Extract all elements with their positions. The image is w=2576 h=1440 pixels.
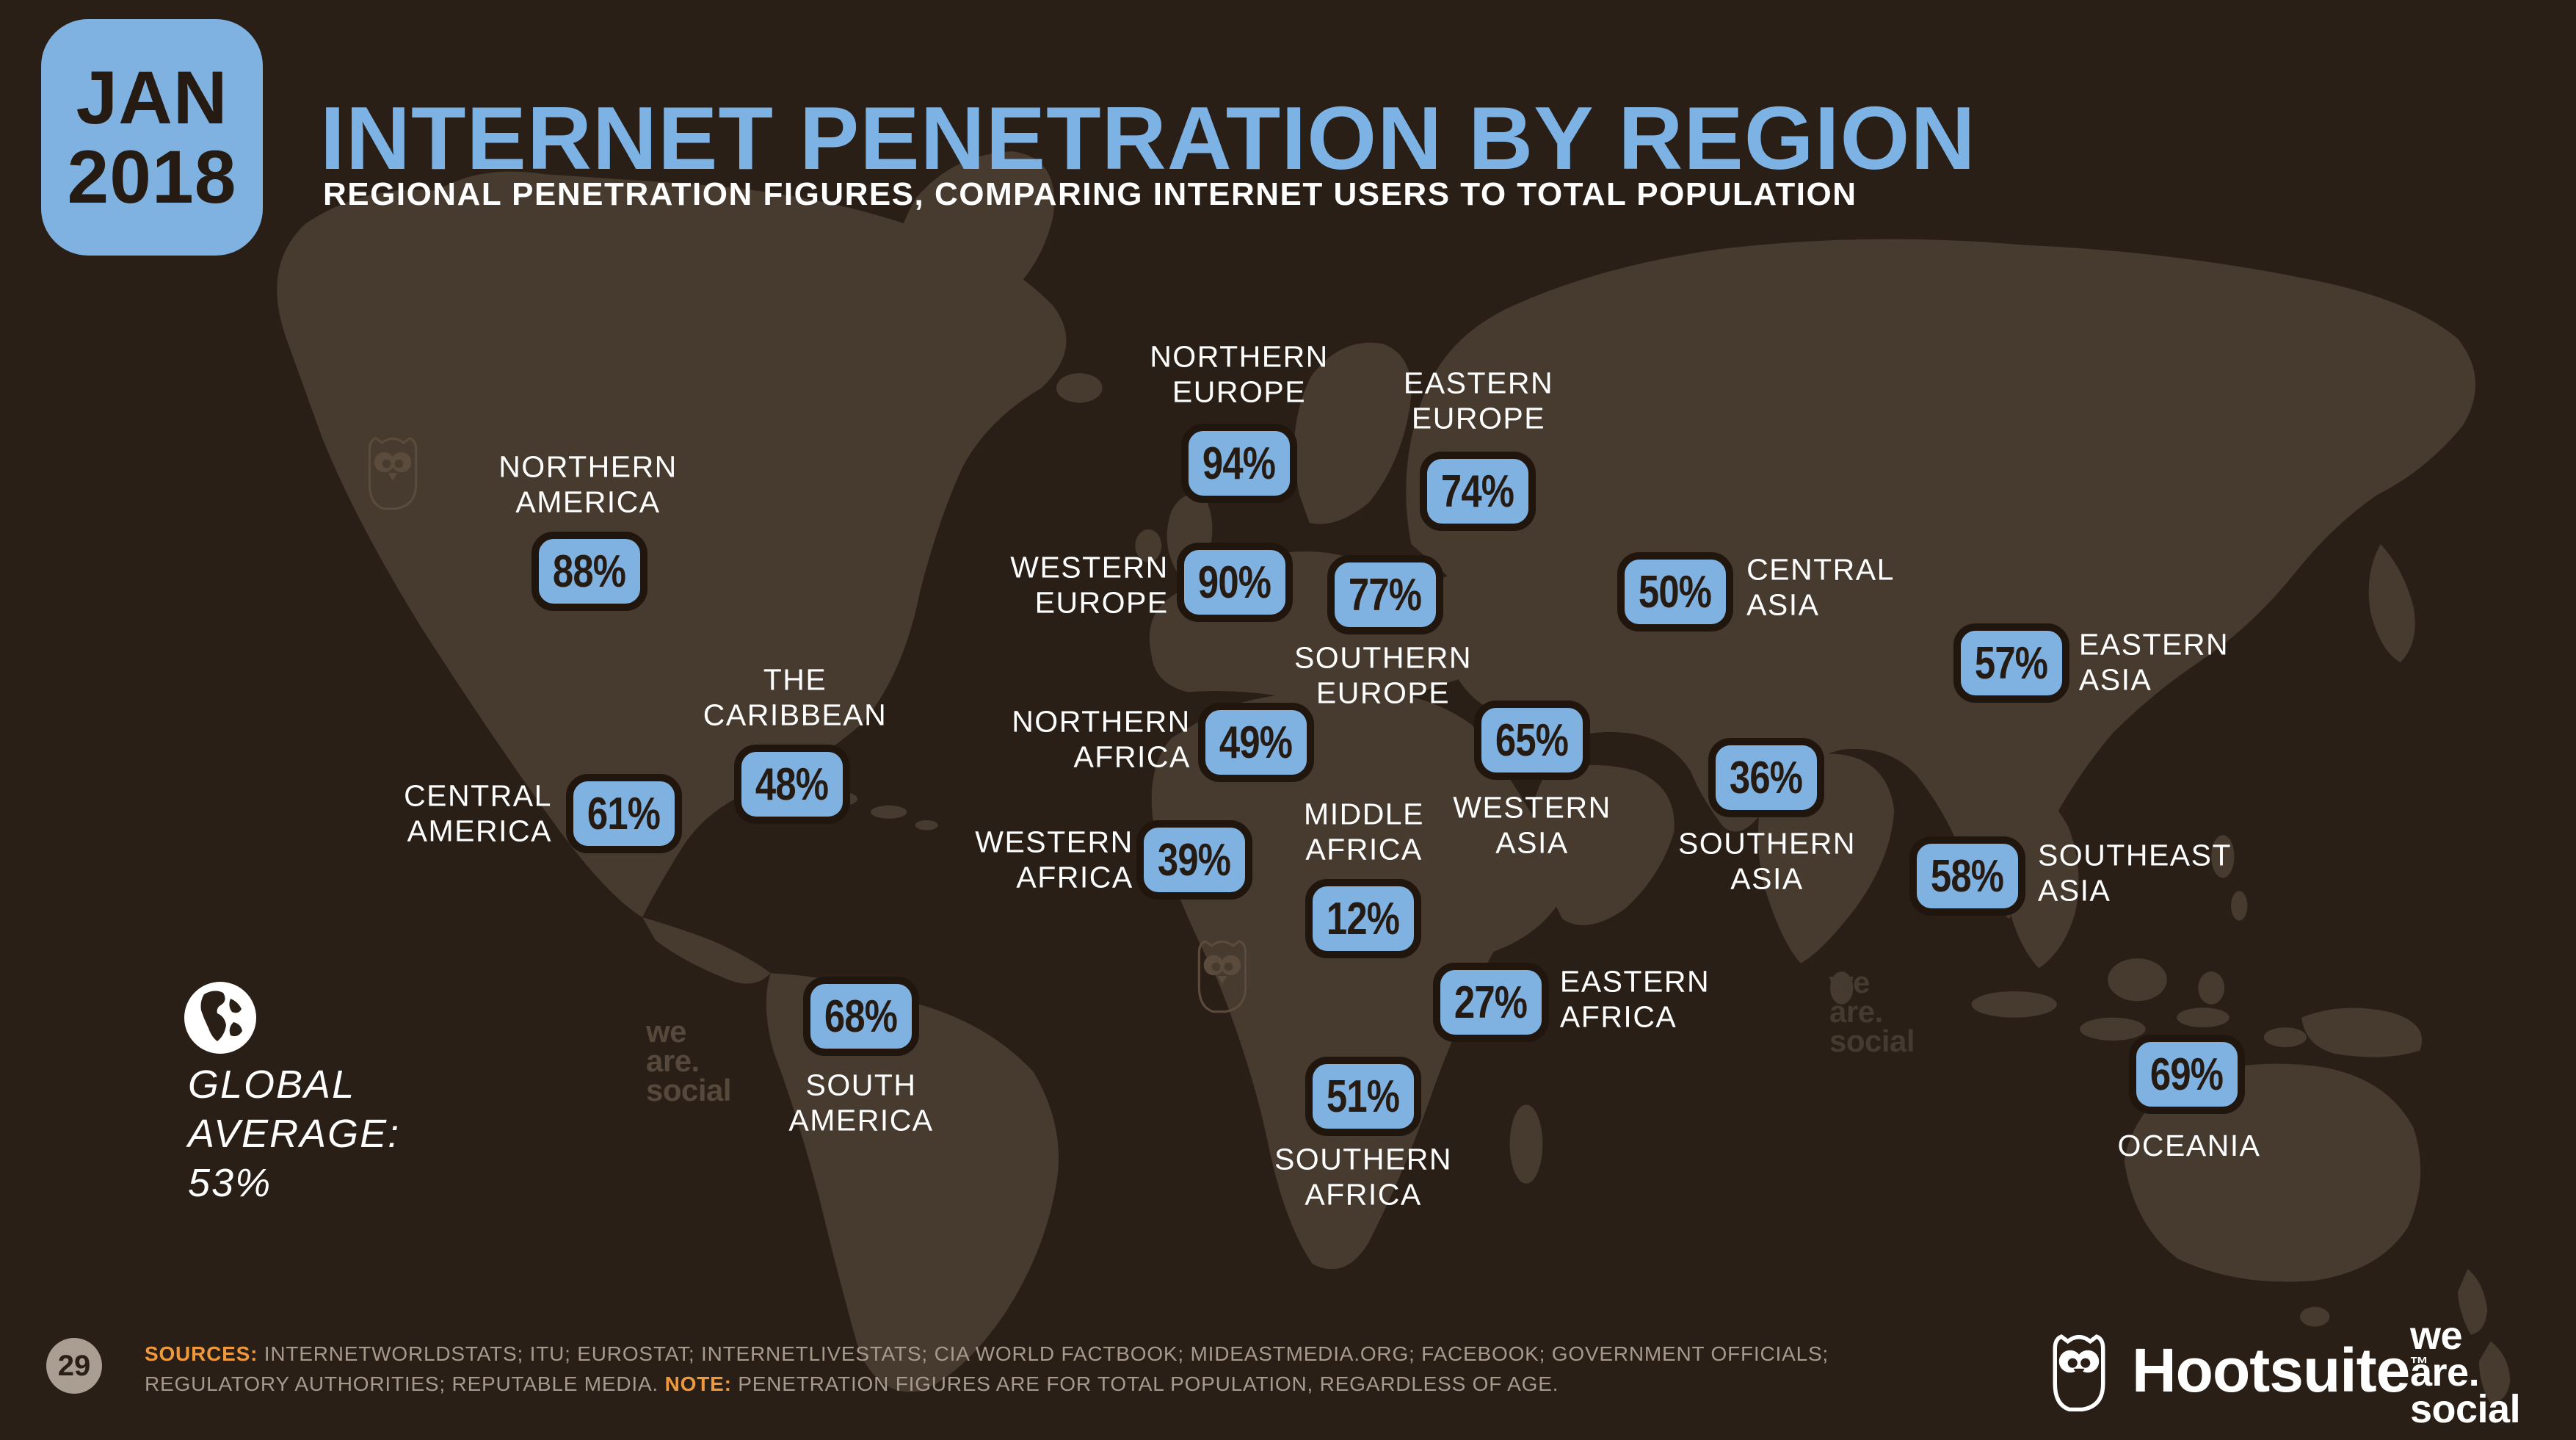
region-value-central-asia: 50%: [1639, 566, 1712, 618]
region-badge-western-asia: 65%: [1474, 701, 1590, 780]
region-badge-northern-america: 88%: [531, 532, 647, 611]
region-value-southern-europe: 77%: [1349, 569, 1422, 620]
sources-note: SOURCES: INTERNETWORLDSTATS; ITU; EUROST…: [145, 1339, 1862, 1399]
region-badge-eastern-asia: 57%: [1953, 623, 2069, 703]
region-badge-oceania: 69%: [2129, 1035, 2245, 1114]
hootsuite-owl-icon: [2053, 1334, 2105, 1412]
region-value-northern-america: 88%: [553, 546, 626, 597]
region-value-western-asia: 65%: [1495, 714, 1569, 766]
region-label-western-asia: WESTERN ASIA: [1453, 790, 1611, 860]
region-badge-southern-europe: 77%: [1327, 555, 1443, 634]
date-badge-month: JAN: [76, 55, 228, 140]
region-label-northern-america: NORTHERN AMERICA: [498, 449, 678, 519]
region-value-middle-africa: 12%: [1327, 893, 1400, 944]
note-text: PENETRATION FIGURES ARE FOR TOTAL POPULA…: [731, 1372, 1559, 1395]
region-label-western-africa: WESTERN AFRICA: [975, 825, 1133, 894]
we-are-social-line: are.: [1829, 994, 1883, 1029]
region-badge-southern-asia: 36%: [1708, 738, 1824, 817]
global-average-line1: GLOBAL: [188, 1063, 356, 1107]
region-label-southern-asia: SOUTHERN ASIA: [1677, 826, 1857, 896]
region-badge-southeast-asia: 58%: [1909, 836, 2025, 916]
region-label-western-europe: WESTERN EUROPE: [1010, 550, 1169, 620]
map-land: [277, 151, 2511, 1404]
region-badge-western-africa: 39%: [1136, 820, 1252, 900]
region-label-eastern-europe: EASTERN EUROPE: [1403, 366, 1554, 435]
region-label-northern-europe: NORTHERN EUROPE: [1150, 339, 1329, 409]
region-value-central-america: 61%: [587, 788, 661, 839]
we-are-social-line: we: [646, 1014, 687, 1049]
region-badge-middle-africa: 12%: [1305, 879, 1421, 958]
hootsuite-wordmark: Hootsuite™: [2132, 1335, 2428, 1405]
region-badge-south-america: 68%: [803, 977, 919, 1056]
region-badge-central-america: 61%: [566, 774, 682, 853]
region-value-eastern-europe: 74%: [1441, 466, 1514, 517]
region-badge-northern-europe: 94%: [1181, 424, 1297, 503]
region-label-eastern-asia: EASTERN ASIA: [2078, 627, 2229, 697]
we-are-social-line: social: [1829, 1023, 1915, 1058]
region-value-western-europe: 90%: [1198, 557, 1271, 608]
region-label-southeast-asia: SOUTHEAST ASIA: [2037, 838, 2232, 908]
region-value-northern-europe: 94%: [1202, 438, 1276, 489]
we-are-social-watermark: we are. social: [1829, 965, 1915, 1058]
globe-icon: [184, 982, 256, 1054]
page-title: INTERNET PENETRATION BY REGION: [320, 88, 1976, 188]
date-badge-year: 2018: [67, 135, 237, 219]
we-are-social-logo: we are. social: [2410, 1314, 2521, 1432]
region-label-the-caribbean: THE CARIBBEAN: [703, 662, 888, 732]
page-number: 29: [57, 1349, 91, 1382]
hootsuite-logo: Hootsuite™: [2047, 1326, 2428, 1414]
trademark-symbol: ™: [2409, 1352, 2428, 1375]
we-are-social-line: social: [646, 1072, 732, 1107]
we-are-social-line: we: [2410, 1314, 2463, 1358]
region-label-central-america: CENTRAL AMERICA: [404, 778, 552, 848]
region-label-southern-europe: SOUTHERN EUROPE: [1294, 640, 1473, 710]
region-label-middle-africa: MIDDLE AFRICA: [1304, 797, 1424, 866]
region-badge-eastern-europe: 74%: [1420, 452, 1536, 531]
hootsuite-owl-watermark: [1197, 939, 1247, 1013]
region-value-southern-asia: 36%: [1730, 752, 1803, 803]
we-are-social-line: social: [2410, 1387, 2521, 1432]
region-badge-southern-africa: 51%: [1305, 1057, 1421, 1136]
global-average: GLOBAL AVERAGE: 53%: [188, 1060, 400, 1208]
region-value-the-caribbean: 48%: [755, 759, 829, 810]
region-badge-the-caribbean: 48%: [734, 745, 850, 824]
we-are-social-watermark: we are. social: [646, 1014, 732, 1107]
page-subtitle: REGIONAL PENETRATION FIGURES, COMPARING …: [323, 176, 1857, 212]
region-label-northern-africa: NORTHERN AFRICA: [1012, 704, 1191, 774]
region-value-south-america: 68%: [824, 991, 898, 1042]
region-badge-western-europe: 90%: [1177, 543, 1293, 622]
region-value-southeast-asia: 58%: [1931, 850, 2004, 902]
region-value-eastern-africa: 27%: [1454, 977, 1528, 1028]
region-value-oceania: 69%: [2150, 1049, 2224, 1100]
we-are-social-line: we: [1829, 965, 1871, 999]
page-number-badge: 29: [46, 1338, 102, 1394]
we-are-social-line: are.: [646, 1043, 700, 1078]
sources-label: SOURCES:: [145, 1342, 258, 1365]
region-value-eastern-asia: 57%: [1975, 637, 2048, 689]
we-are-social-line: are.: [2410, 1350, 2480, 1395]
global-average-line2: AVERAGE:: [188, 1111, 401, 1156]
region-badge-northern-africa: 49%: [1198, 703, 1314, 782]
region-badge-central-asia: 50%: [1617, 552, 1733, 632]
note-label: NOTE:: [664, 1372, 732, 1395]
region-value-southern-africa: 51%: [1327, 1071, 1400, 1122]
region-value-northern-africa: 49%: [1219, 717, 1293, 768]
region-label-central-asia: CENTRAL ASIA: [1746, 552, 1895, 622]
sources-text: INTERNETWORLDSTATS; ITU; EUROSTAT; INTER…: [145, 1342, 1829, 1395]
region-label-south-america: SOUTH AMERICA: [788, 1068, 934, 1137]
region-label-eastern-africa: EASTERN AFRICA: [1559, 964, 1710, 1034]
region-value-western-africa: 39%: [1158, 834, 1231, 886]
region-label-oceania: OCEANIA: [2117, 1128, 2261, 1162]
date-badge: JAN 2018: [41, 19, 263, 256]
global-average-value: 53%: [188, 1160, 272, 1205]
region-badge-eastern-africa: 27%: [1433, 963, 1549, 1042]
region-label-southern-africa: SOUTHERN AFRICA: [1274, 1142, 1453, 1212]
hootsuite-owl-watermark: [368, 436, 418, 510]
